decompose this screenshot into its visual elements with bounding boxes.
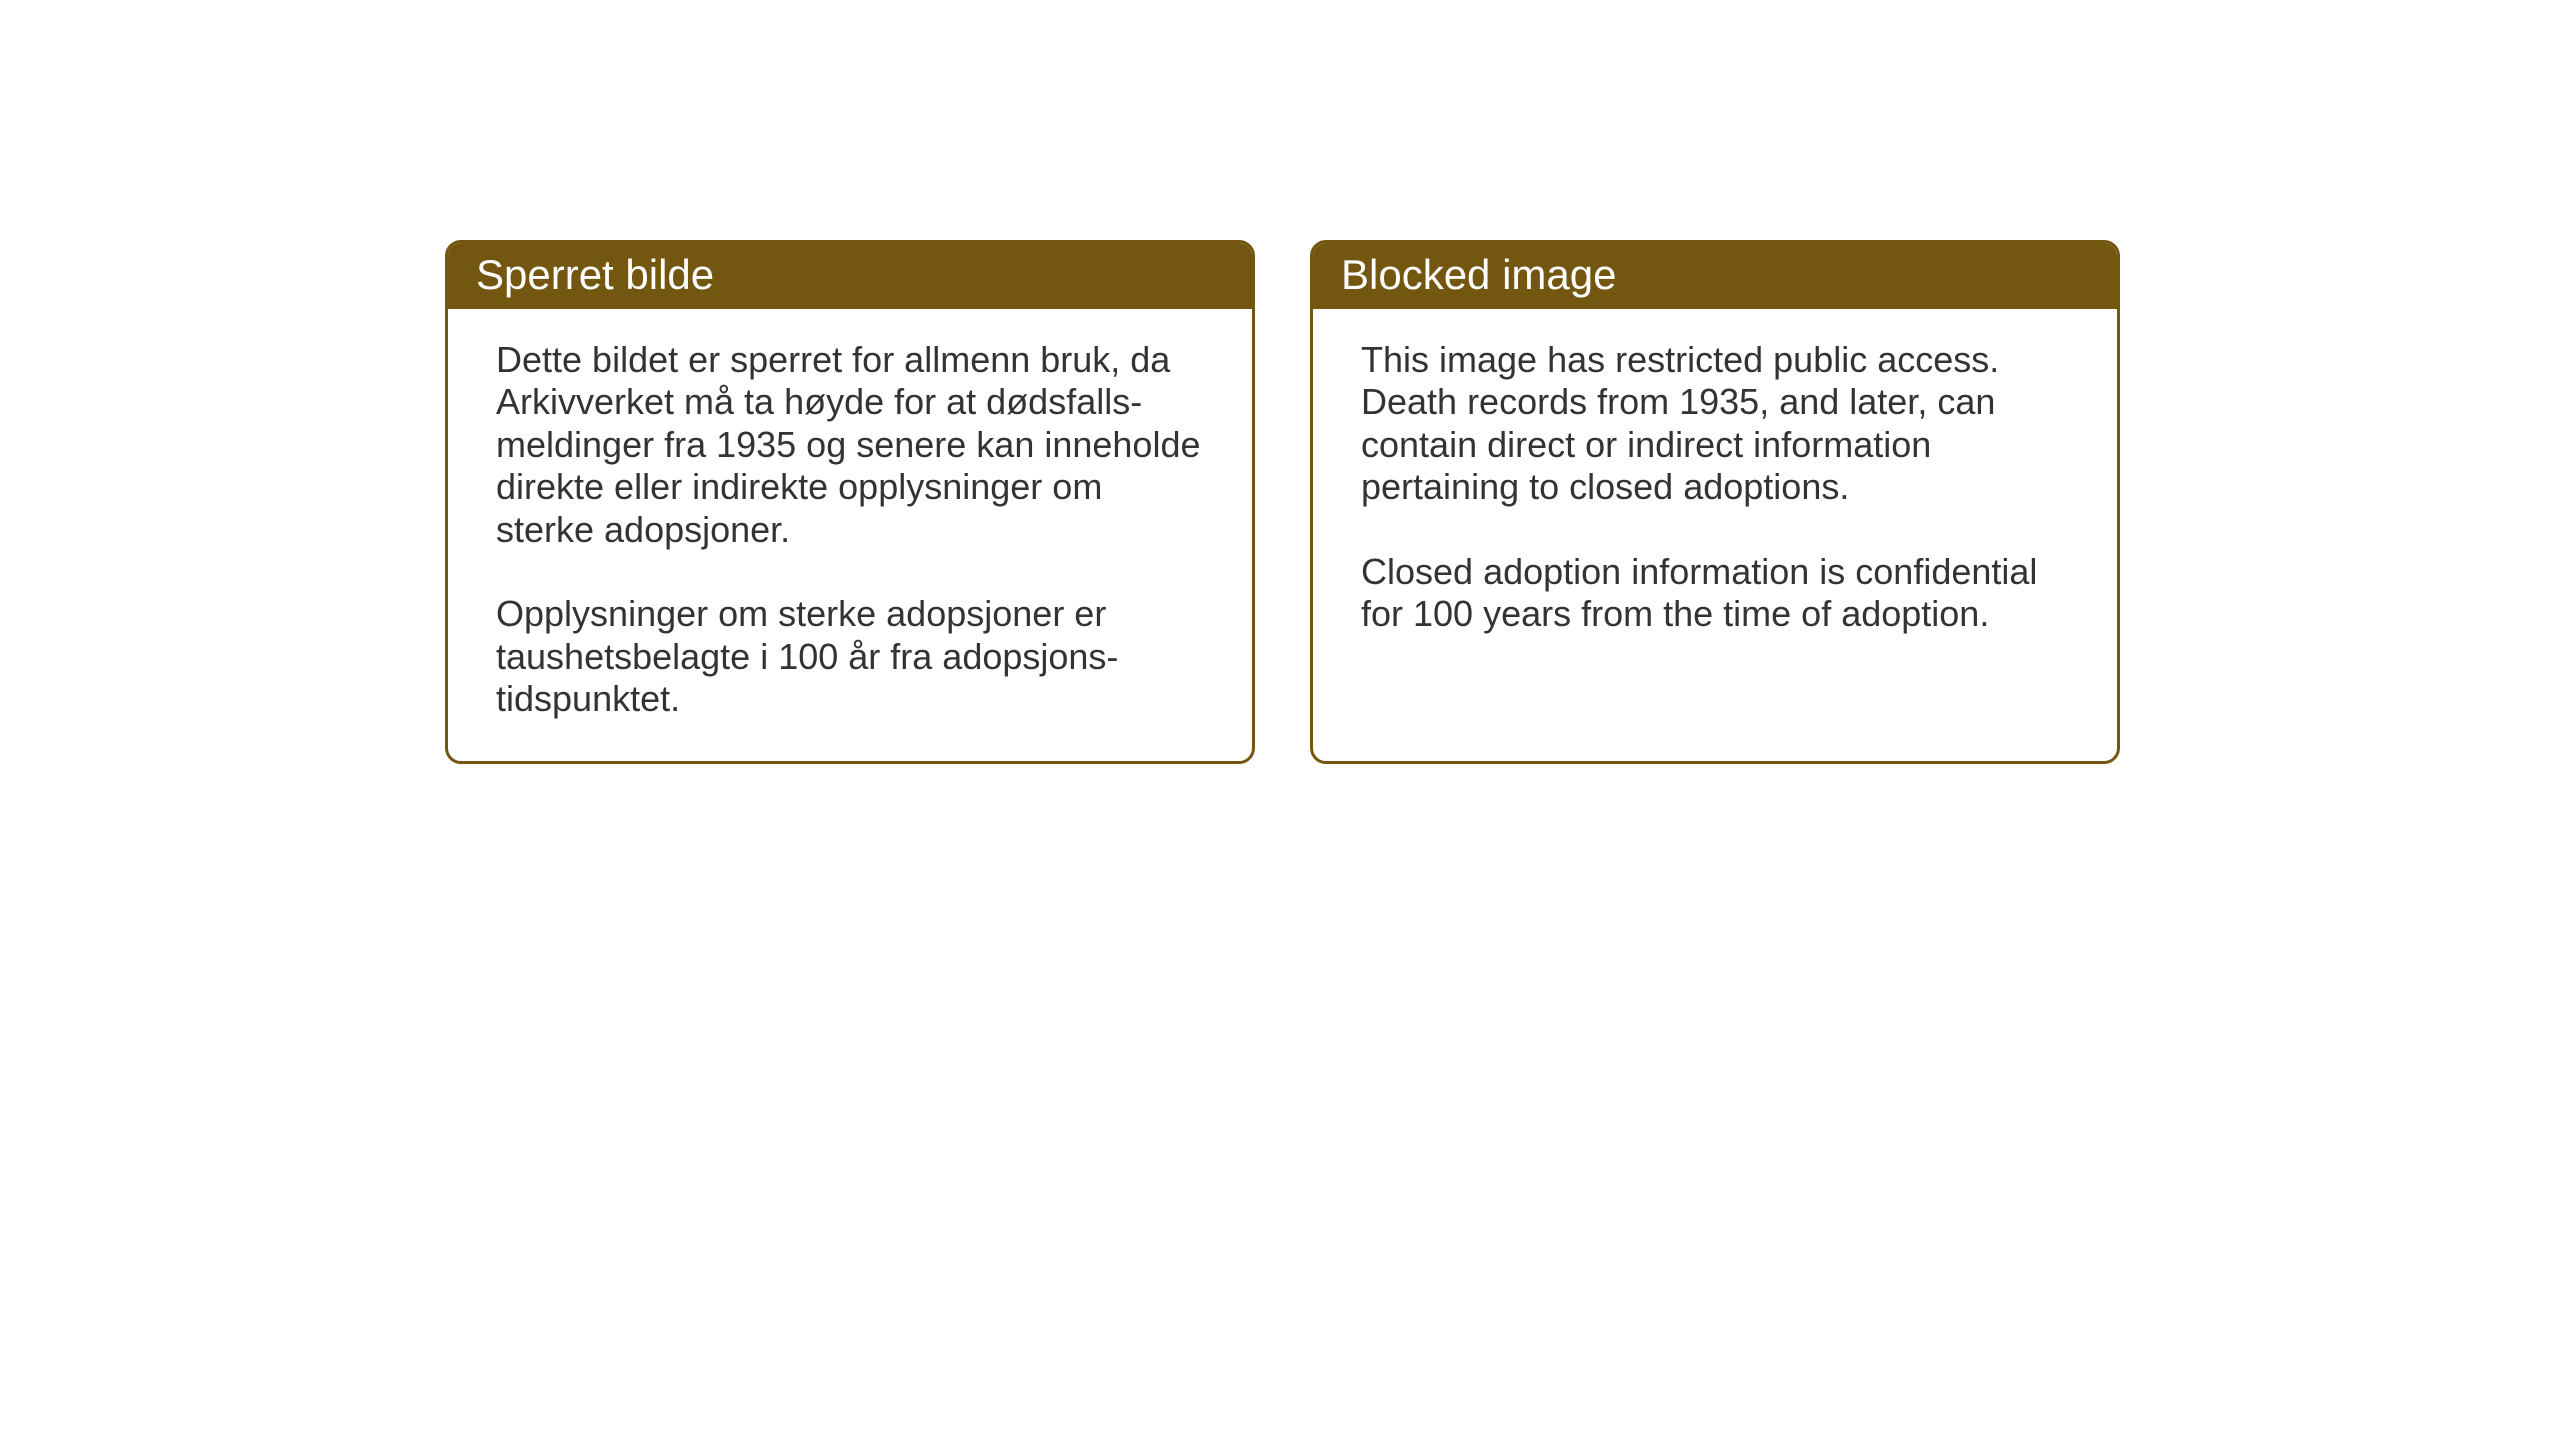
card-body-norwegian: Dette bildet er sperret for allmenn bruk… [448, 309, 1252, 761]
card-paragraph-2-english: Closed adoption information is confident… [1361, 551, 2069, 636]
notice-card-english: Blocked image This image has restricted … [1310, 240, 2120, 764]
card-header-norwegian: Sperret bilde [448, 243, 1252, 309]
notice-card-norwegian: Sperret bilde Dette bildet er sperret fo… [445, 240, 1255, 764]
card-paragraph-1-norwegian: Dette bildet er sperret for allmenn bruk… [496, 339, 1204, 551]
card-paragraph-1-english: This image has restricted public access.… [1361, 339, 2069, 509]
card-body-english: This image has restricted public access.… [1313, 309, 2117, 676]
card-title-english: Blocked image [1341, 251, 1616, 298]
card-paragraph-2-norwegian: Opplysninger om sterke adopsjoner er tau… [496, 593, 1204, 720]
card-header-english: Blocked image [1313, 243, 2117, 309]
notice-container: Sperret bilde Dette bildet er sperret fo… [445, 240, 2120, 764]
card-title-norwegian: Sperret bilde [476, 251, 714, 298]
